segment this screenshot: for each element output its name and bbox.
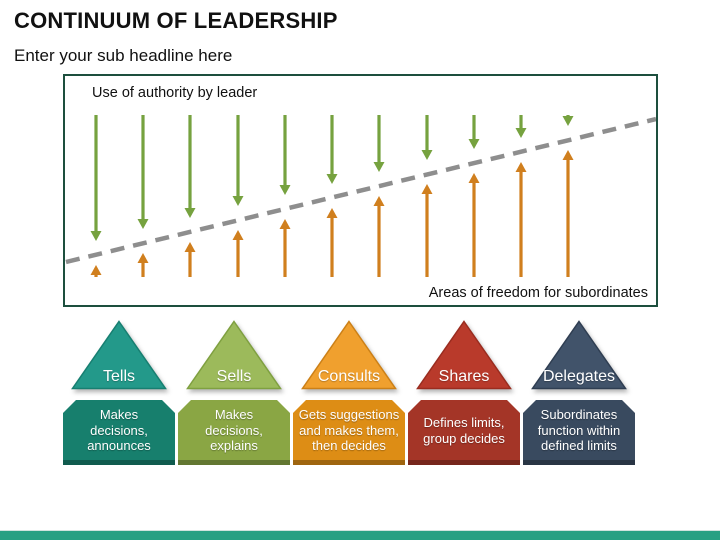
footer-bar — [0, 530, 720, 540]
style-name-label: Shares — [438, 368, 490, 385]
style-name-label: Consults — [317, 368, 381, 385]
style-description-text: Subordinates function within defined lim… — [537, 406, 621, 454]
style-triangle: Consults — [301, 320, 397, 390]
arrows-canvas — [65, 115, 656, 277]
triangle-shape-icon — [71, 320, 167, 390]
style-triangle: Sells — [186, 320, 282, 390]
page-title: CONTINUUM OF LEADERSHIP — [14, 8, 338, 33]
leadership-style-item: Tells Makes decisions, announces — [63, 320, 175, 465]
triangle-shape-icon — [531, 320, 627, 390]
box-bottom-shade — [178, 460, 290, 465]
triangle-shape-icon — [301, 320, 397, 390]
style-description-text: Gets suggestions and makes them, then de… — [298, 406, 400, 454]
style-description-box: Defines limits, group decides — [408, 400, 520, 465]
triangle-shape-icon — [186, 320, 282, 390]
box-bottom-shade — [523, 460, 635, 465]
style-description-text: Makes decisions, announces — [87, 406, 151, 454]
style-name-label: Delegates — [542, 368, 616, 385]
box-bottom-shade — [408, 460, 520, 465]
box-bottom-shade — [63, 460, 175, 465]
style-triangle: Delegates — [531, 320, 627, 390]
leadership-style-item: Shares Defines limits, group decides — [408, 320, 520, 465]
style-triangle: Tells — [71, 320, 167, 390]
page-subtitle: Enter your sub headline here — [14, 46, 233, 65]
leadership-style-item: Delegates Subordinates function within d… — [523, 320, 635, 465]
style-description-box: Makes decisions, explains — [178, 400, 290, 465]
style-description-box: Gets suggestions and makes them, then de… — [293, 400, 405, 465]
box-bottom-shade — [293, 460, 405, 465]
style-description-text: Makes decisions, explains — [205, 406, 263, 454]
freedom-label: Areas of freedom for subordinates — [428, 285, 648, 301]
leadership-style-item: Consults Gets suggestions and makes them… — [293, 320, 405, 465]
authority-label: Use of authority by leader — [92, 85, 258, 101]
style-description-text: Defines limits, group decides — [423, 414, 505, 446]
leadership-styles-row: Tells Makes decisions, announces Sells M… — [63, 320, 635, 465]
triangle-shape-icon — [416, 320, 512, 390]
continuum-panel: Use of authority by leader Areas of free… — [63, 74, 658, 307]
style-triangle: Shares — [416, 320, 512, 390]
style-description-box: Subordinates function within defined lim… — [523, 400, 635, 465]
style-name-label: Sells — [216, 368, 252, 385]
style-description-box: Makes decisions, announces — [63, 400, 175, 465]
leadership-style-item: Sells Makes decisions, explains — [178, 320, 290, 465]
style-name-label: Tells — [102, 368, 135, 385]
